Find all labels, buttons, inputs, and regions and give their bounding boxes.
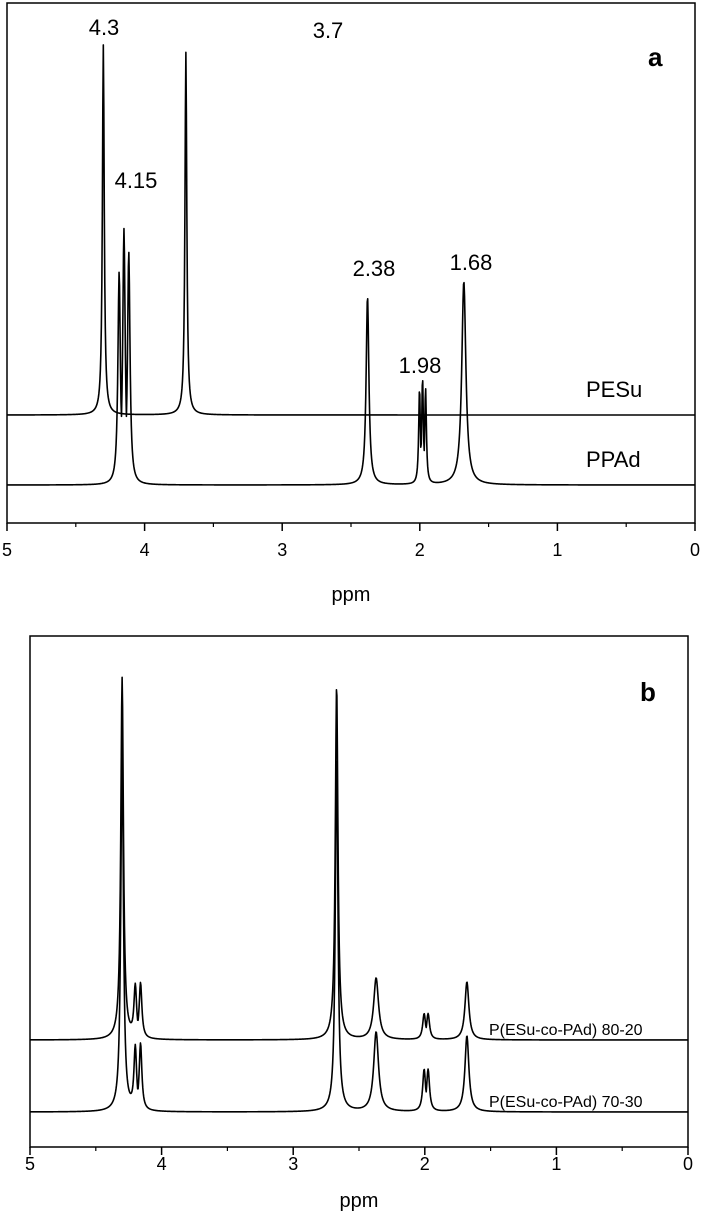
panel-a-series [6,44,696,486]
panel-b-x-axis-title: ppm [340,1190,379,1212]
panel-b: 5 4 3 2 1 0 b ppm P(ESu-co-PAd) 80-20 P(ESu-c… [25,635,693,1212]
x-tick-label-5: 5 [2,540,12,560]
panel-b-series-label-70-30: P(ESu-co-PAd) 70-30 [489,1094,643,1111]
series-line-p-esu-co-pad-70-30 [29,748,689,1113]
panel-a-series-label-pesu: PESu [586,377,642,402]
panel-b-frame [29,635,689,1148]
panel-b-series [29,676,689,1113]
x-tick-label-2: 2 [420,1154,430,1174]
panel-a-letter: a [648,42,663,72]
peak-label-3.7: 3.7 [313,18,344,43]
series-line-pesu [6,44,696,416]
peak-label-4.3: 4.3 [89,15,120,40]
panel-b-series-label-80-20: P(ESu-co-PAd) 80-20 [489,1022,643,1039]
panel-b-x-ticks: 5 4 3 2 1 0 [25,1147,693,1174]
panel-a-x-ticks: 5 4 3 2 1 0 [2,523,700,560]
panel-a-frame [6,2,696,524]
peak-label-1.98: 1.98 [399,353,442,378]
panel-a: 5 4 3 2 1 0 a ppm PESu PPAd 4.3 4.15 3.7 2.38… [2,2,700,606]
x-tick-label-3: 3 [277,540,287,560]
peak-label-4.15: 4.15 [115,168,158,193]
peak-label-1.68: 1.68 [450,250,493,275]
x-tick-label-1: 1 [552,540,562,560]
x-tick-label-4: 4 [157,1154,167,1174]
x-tick-label-5: 5 [25,1154,35,1174]
panel-a-x-axis-title: ppm [332,584,371,606]
peak-label-2.38: 2.38 [353,256,396,281]
x-tick-label-4: 4 [140,540,150,560]
x-tick-label-0: 0 [690,540,700,560]
panel-a-series-label-ppad: PPAd [586,447,641,472]
series-line-p-esu-co-pad-80-20 [29,676,689,1041]
x-tick-label-0: 0 [683,1154,693,1174]
panel-b-letter: b [640,677,656,707]
x-tick-label-3: 3 [288,1154,298,1174]
series-line-ppad [6,227,696,486]
x-tick-label-2: 2 [415,540,425,560]
x-tick-label-1: 1 [551,1154,561,1174]
